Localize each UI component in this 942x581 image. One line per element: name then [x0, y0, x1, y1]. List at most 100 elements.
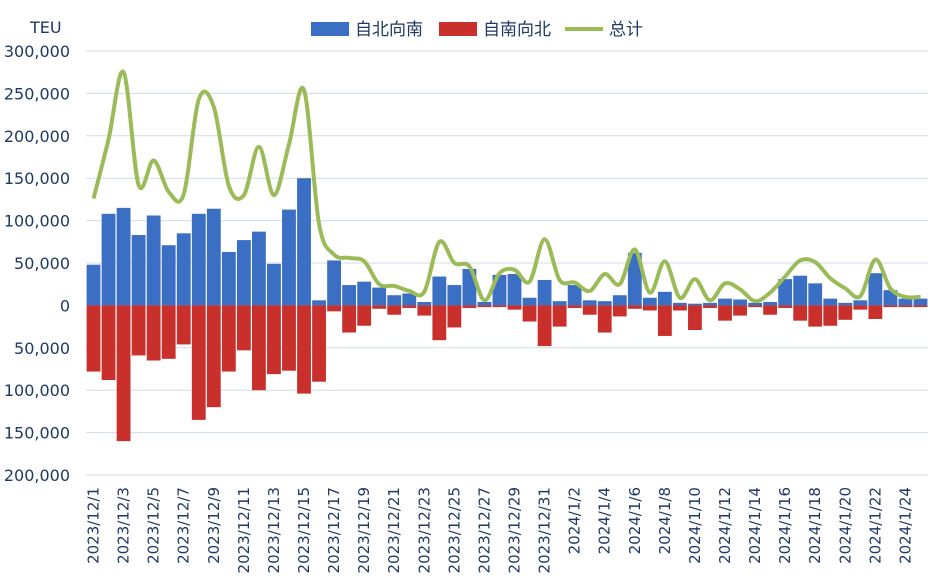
y-tick-label: 50,000 [14, 339, 70, 358]
legend-label-south-north: 自南向北 [483, 20, 551, 40]
bar-south-north [417, 305, 432, 316]
bar-north-south [221, 251, 236, 306]
y-tick-label: 100,000 [4, 381, 70, 400]
y-tick-label: 100,000 [4, 212, 70, 231]
x-tick-label: 2024/1/14 [746, 487, 764, 564]
bar-north-south [327, 260, 342, 306]
bar-north-south [627, 252, 642, 306]
bar-north-south [868, 273, 883, 306]
bar-north-south [778, 279, 793, 306]
bar-south-north [823, 305, 838, 326]
x-tick-label: 2024/1/18 [806, 487, 824, 564]
x-tick-label: 2024/1/20 [836, 487, 854, 564]
bar-north-south [507, 274, 522, 306]
bar-south-north [627, 305, 642, 309]
x-tick-label: 2023/12/13 [265, 487, 283, 573]
bar-south-north [387, 305, 402, 315]
bar-south-north [883, 305, 898, 308]
bar-north-south [703, 302, 717, 306]
bar-north-south [372, 287, 387, 306]
bar-south-north [537, 305, 552, 347]
bar-north-south [251, 231, 266, 306]
x-tick-label: 2024/1/10 [686, 487, 704, 564]
y-tick-label: 250,000 [4, 84, 70, 103]
x-tick-label: 2023/12/27 [475, 487, 493, 573]
bar-south-north [372, 305, 387, 309]
bar-north-south [688, 303, 702, 306]
bar-south-north [191, 305, 206, 420]
bar-south-north [688, 305, 702, 330]
bar-north-south [297, 178, 311, 306]
bar-north-south [657, 291, 672, 306]
x-tick-label: 2023/12/7 [175, 487, 193, 564]
series-total [91, 69, 921, 304]
bar-south-north [86, 305, 101, 372]
legend-label-north-south: 自北向南 [355, 20, 423, 40]
bar-south-north [913, 305, 928, 308]
bar-north-south [477, 302, 492, 306]
x-tick-label: 2024/1/2 [566, 487, 584, 554]
bar-south-north [282, 305, 296, 371]
x-tick-label: 2023/12/19 [355, 487, 373, 573]
bar-south-north [477, 305, 492, 308]
x-tick-label: 2023/12/29 [506, 487, 524, 573]
series-south-north [86, 305, 928, 442]
bar-south-north [131, 305, 146, 356]
bar-north-south [86, 264, 101, 306]
bar-north-south [582, 300, 597, 306]
bar-north-south [642, 297, 657, 306]
x-tick-label: 2024/1/4 [596, 487, 614, 554]
bar-south-north [462, 305, 477, 308]
bar-south-north [552, 305, 567, 327]
bar-north-south [191, 213, 206, 306]
bar-south-north [267, 305, 281, 375]
x-tick-label: 2023/12/17 [325, 487, 343, 573]
bar-north-south [236, 240, 251, 306]
bar-south-north [672, 305, 687, 311]
y-tick-label: 200,000 [4, 466, 70, 485]
legend: 自北向南 自南向北 总计 [311, 20, 643, 40]
bar-north-south [763, 302, 778, 306]
bar-south-north [447, 305, 462, 328]
bar-north-south [312, 300, 326, 306]
x-axis: 2023/12/1 2023/12/3 2023/12/5 2023/12/7 2023… [85, 487, 915, 573]
bar-north-south [131, 235, 146, 306]
bar-north-south [282, 209, 296, 306]
x-tick-label: 2023/12/11 [235, 487, 253, 573]
x-tick-label: 2023/12/3 [115, 487, 133, 564]
bar-south-north [432, 305, 447, 341]
bar-south-north [161, 305, 176, 359]
bar-south-north [507, 305, 522, 310]
bar-north-south [432, 276, 447, 306]
bar-south-north [327, 305, 342, 312]
bar-south-north [567, 305, 582, 308]
bar-south-north [522, 305, 537, 322]
bar-north-south [597, 301, 612, 306]
bar-north-south [176, 233, 191, 306]
bar-south-north [853, 305, 868, 310]
x-tick-label: 2023/12/31 [536, 487, 554, 573]
bar-south-north [642, 305, 657, 311]
y-tick-label: 150,000 [4, 424, 70, 443]
series-north-south [86, 178, 928, 306]
bar-north-south [206, 208, 221, 306]
bar-south-north [793, 305, 808, 321]
bar-north-south [733, 299, 747, 306]
bar-north-south [267, 263, 281, 306]
bar-north-south [552, 301, 567, 306]
bar-north-south [161, 245, 176, 306]
bar-north-south [808, 283, 823, 306]
grid [86, 50, 928, 476]
bar-south-north [492, 305, 507, 308]
bar-north-south [101, 213, 116, 306]
bar-south-north [808, 305, 823, 327]
y-tick-label: 150,000 [4, 169, 70, 188]
bar-south-north [582, 305, 597, 315]
x-tick-label: 2023/12/15 [295, 487, 313, 573]
bar-south-north [116, 305, 131, 442]
bar-north-south [853, 300, 868, 306]
x-tick-label: 2023/12/23 [415, 487, 433, 573]
bar-north-south [718, 298, 732, 306]
bar-south-north [342, 305, 357, 333]
x-tick-label: 2024/1/12 [716, 487, 734, 564]
